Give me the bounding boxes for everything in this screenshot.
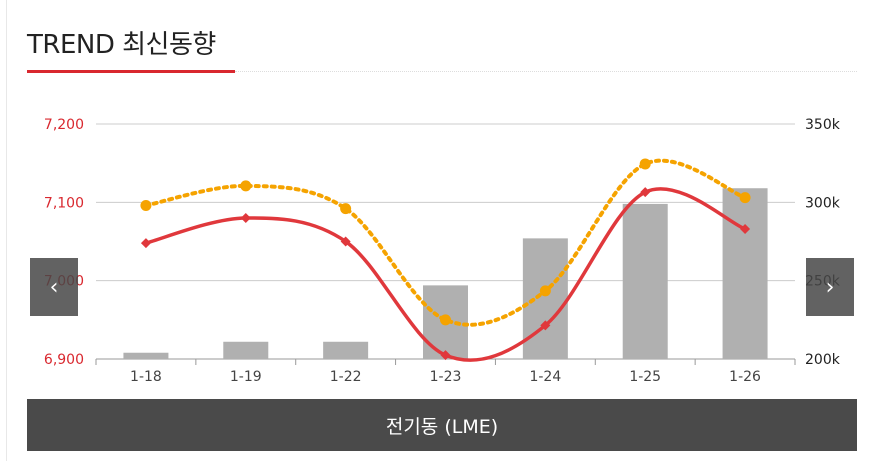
x-tick-label: 1-25 — [629, 369, 661, 385]
page-title: TREND 최신동향 — [27, 30, 216, 60]
header: TREND 최신동향 — [27, 24, 216, 61]
bar — [223, 341, 269, 359]
bar — [323, 341, 369, 359]
y-right-tick-label: 300k — [805, 195, 841, 211]
series-point-solid — [240, 213, 251, 223]
series-point-solid — [640, 187, 651, 198]
y-right-tick-label: 200k — [805, 352, 841, 368]
bar — [123, 352, 169, 359]
series-point-dotted — [240, 180, 252, 192]
chevron-right-icon: › — [825, 274, 835, 300]
series-point-dotted — [739, 192, 751, 204]
bar — [522, 238, 568, 359]
y-right-tick-label: 350k — [805, 117, 841, 133]
bar — [722, 188, 768, 359]
series-point-solid — [540, 320, 551, 331]
series-point-dotted — [440, 314, 451, 326]
caption-label: 전기동 (LME) — [385, 415, 499, 438]
series-point-dotted — [140, 199, 152, 211]
x-tick-label: 1-26 — [729, 369, 761, 385]
title-underline — [27, 70, 235, 73]
frame-border — [6, 0, 7, 461]
series-point-solid — [440, 350, 451, 361]
bar — [622, 203, 668, 359]
prev-button[interactable]: ‹ — [30, 258, 78, 316]
y-left-tick-label: 7,200 — [44, 117, 84, 133]
series-point-solid — [740, 223, 751, 234]
series-point-dotted — [340, 203, 352, 215]
y-left-tick-label: 6,900 — [44, 352, 84, 368]
series-point-solid — [340, 236, 351, 247]
chevron-left-icon: ‹ — [49, 274, 59, 300]
series-point-dotted — [539, 285, 551, 297]
y-left-tick-label: 7,100 — [44, 195, 84, 211]
x-tick-label: 1-23 — [430, 369, 462, 385]
series-point-dotted — [639, 158, 651, 170]
chart-caption: 전기동 (LME) — [27, 399, 857, 451]
next-button[interactable]: › — [806, 258, 854, 316]
header-divider — [235, 71, 857, 72]
x-tick-label: 1-22 — [330, 369, 362, 385]
series-point-solid — [140, 238, 151, 249]
x-tick-label: 1-18 — [130, 369, 162, 385]
x-tick-label: 1-19 — [230, 369, 262, 385]
x-tick-label: 1-24 — [529, 369, 561, 385]
